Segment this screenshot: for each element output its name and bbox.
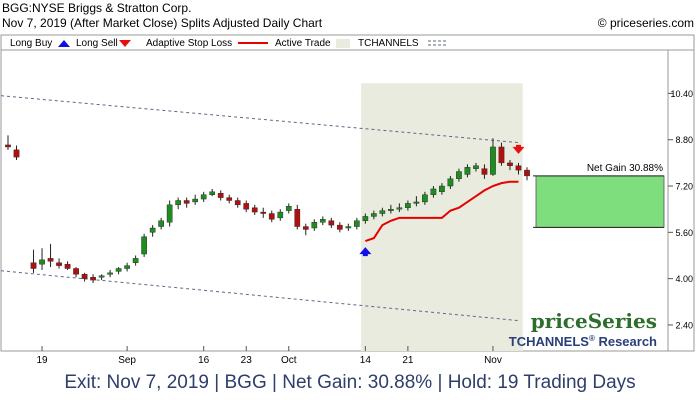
legend-active-swatch-icon <box>336 39 350 48</box>
y-tick-label: 2.40 <box>675 320 693 330</box>
y-tick-label: 7.20 <box>675 182 693 192</box>
legend-active-trade: Active Trade <box>275 38 331 49</box>
candle-body <box>388 208 394 211</box>
candle-body <box>302 226 309 230</box>
candle-body <box>405 203 411 208</box>
price-chart: 2.40 4.00 5.60 7.20 8.80 10.40 19 Sep 16 23 Oct 14… <box>0 34 695 366</box>
candle-body <box>481 168 488 175</box>
candle-body <box>311 222 318 229</box>
candle-body <box>183 200 190 204</box>
candle-body <box>473 165 479 169</box>
candle-body <box>490 146 496 175</box>
candle-body <box>336 224 343 230</box>
candle-body <box>217 193 224 198</box>
brand-tagline: TCHANNELS® Research <box>509 334 657 349</box>
y-tick-label: 8.80 <box>675 135 693 145</box>
x-tick-label: Oct <box>281 355 297 366</box>
candle-body <box>345 226 352 229</box>
candle-body <box>515 165 522 171</box>
candle-body <box>362 216 369 221</box>
legend-long-buy: Long Buy <box>10 38 52 49</box>
chart-subtitle: Nov 7, 2019 (After Market Close) Splits … <box>2 16 323 30</box>
x-tick-label: 23 <box>241 355 253 366</box>
x-tick-label: Sep <box>118 355 136 366</box>
legend-adaptive-stop: Adaptive Stop Loss <box>146 38 232 49</box>
legend-sell-arrow-icon <box>119 40 131 47</box>
copyright: © priceseries.com <box>597 16 694 30</box>
candle-body <box>200 194 207 200</box>
candle-body <box>439 185 445 193</box>
candle-body <box>464 167 471 175</box>
footer-summary: Exit: Nov 7, 2019 | BGG | Net Gain: 30.8… <box>64 372 636 393</box>
candle-body <box>149 227 156 233</box>
candle-body <box>56 262 62 266</box>
candle-body <box>64 263 71 269</box>
candle-body <box>141 236 147 255</box>
candle-body <box>251 207 258 213</box>
candle-body <box>132 258 139 263</box>
candle-body <box>98 275 105 278</box>
candle-body <box>353 220 360 227</box>
candle-body <box>422 194 428 203</box>
candle-body <box>90 276 96 281</box>
channel-lower-line <box>0 270 519 322</box>
candle-body <box>158 220 164 227</box>
candle-body <box>379 210 386 214</box>
candle-body <box>115 268 122 272</box>
candle-body <box>456 171 462 179</box>
candle-body <box>319 219 326 223</box>
candle-body <box>47 258 54 262</box>
candle-body <box>371 213 377 217</box>
y-tick-label: 5.60 <box>675 228 693 238</box>
candle-body <box>277 211 284 219</box>
candle-body <box>175 200 182 206</box>
legend-long-sell: Long Sell <box>76 38 118 49</box>
candle-body <box>124 265 130 269</box>
legend-tchannels: TCHANNELS <box>358 38 419 49</box>
candle-body <box>39 259 45 265</box>
net-gain-box <box>535 175 665 228</box>
candle-body <box>447 178 454 187</box>
candle-body <box>107 272 113 275</box>
chart-title: BGG:NYSE Briggs & Stratton Corp. <box>2 1 192 15</box>
candle-body <box>524 169 530 177</box>
buy-arrow-icon <box>359 247 372 257</box>
candle-body <box>81 274 88 279</box>
channel-upper-line <box>0 95 519 144</box>
candle-body <box>243 203 250 210</box>
adaptive-stop-line <box>365 180 519 242</box>
brand-logo: priceSeries <box>531 309 657 333</box>
candle-body <box>73 268 79 275</box>
candle-body <box>507 162 513 166</box>
x-tick-label: 19 <box>36 355 48 366</box>
candle-body <box>13 149 20 158</box>
candle-body <box>396 207 403 210</box>
x-tick-label: 21 <box>402 355 414 366</box>
candle-body <box>413 201 420 204</box>
candle-body <box>209 191 216 195</box>
candle-body <box>430 188 437 195</box>
candle-body <box>294 208 301 227</box>
candle-body <box>30 262 37 269</box>
candle-body <box>5 144 11 148</box>
candle-body <box>226 197 233 201</box>
candle-body <box>498 146 505 164</box>
sell-arrow-icon <box>512 144 525 154</box>
candle-body <box>328 220 335 226</box>
x-tick-label: 16 <box>198 355 210 366</box>
candle-body <box>234 200 241 206</box>
net-gain-label: Net Gain 30.88% <box>587 163 663 174</box>
x-tick-label: 14 <box>360 355 372 366</box>
y-tick-label: 4.00 <box>675 274 693 284</box>
candle-body <box>166 204 173 223</box>
legend-buy-arrow-icon <box>58 40 70 47</box>
candle-body <box>285 206 292 211</box>
y-tick-label: 10.40 <box>670 89 693 99</box>
x-tick-label: Nov <box>484 355 502 366</box>
candle-body <box>268 213 275 220</box>
candle-body <box>192 198 199 203</box>
candle-body <box>260 211 267 214</box>
